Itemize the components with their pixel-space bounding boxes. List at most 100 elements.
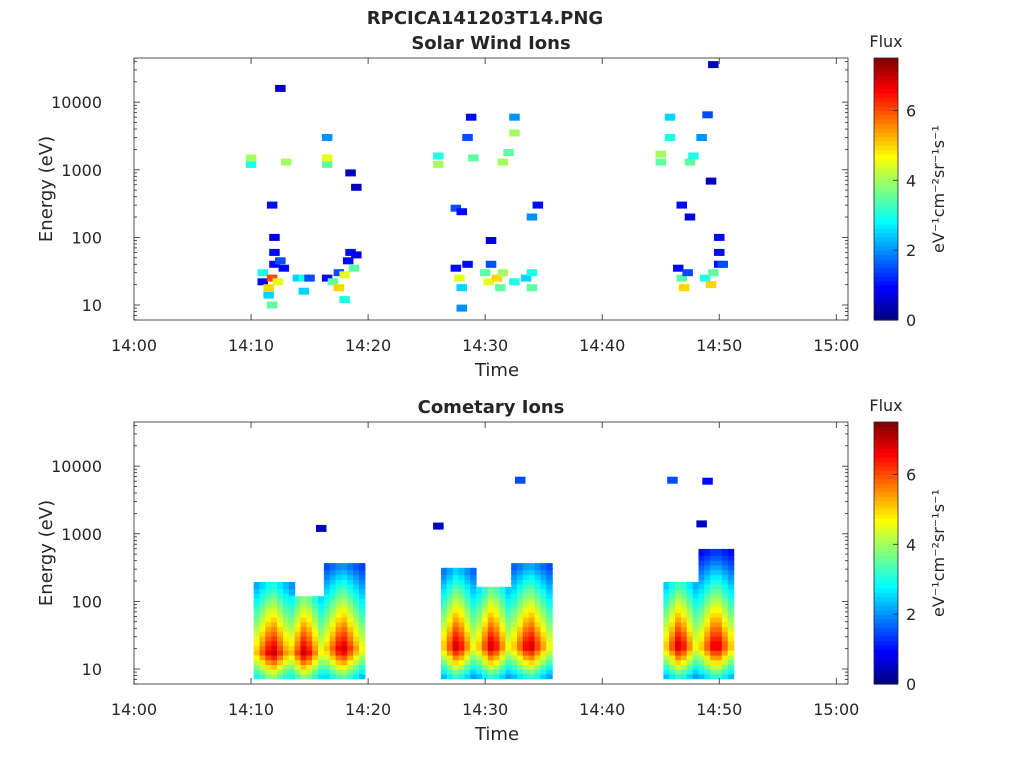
data-cell — [680, 605, 688, 613]
data-cell — [446, 601, 454, 609]
data-cell — [327, 278, 339, 286]
data-cell — [452, 586, 460, 594]
ion-burst — [288, 596, 325, 680]
data-cell — [663, 582, 670, 590]
data-cell — [441, 601, 448, 609]
data-cell — [353, 657, 360, 665]
colorbar-segment — [874, 245, 898, 251]
data-cell — [441, 591, 448, 599]
data-cell — [526, 284, 538, 292]
data-cell — [680, 662, 688, 670]
data-cell — [452, 605, 460, 613]
data-cell — [493, 591, 501, 599]
data-cell — [353, 601, 360, 609]
data-cell — [318, 643, 325, 651]
data-cell — [271, 672, 278, 680]
data-cell — [347, 657, 354, 665]
data-cell — [704, 601, 711, 609]
data-cell — [499, 615, 506, 623]
x-tick-label: 15:00 — [813, 336, 859, 355]
data-cell — [675, 610, 682, 618]
data-cell — [721, 558, 729, 566]
data-cell — [271, 601, 278, 609]
data-cell — [522, 667, 530, 675]
data-cell — [339, 271, 350, 279]
data-cell — [271, 586, 278, 594]
data-cell — [347, 643, 354, 651]
data-cell — [696, 520, 707, 528]
data-cell — [271, 591, 278, 599]
data-cell — [505, 634, 512, 642]
data-cell — [721, 605, 729, 613]
data-cell — [347, 615, 354, 623]
data-cell — [716, 638, 723, 646]
data-cell — [702, 111, 713, 119]
y-tick-label: 10 — [82, 296, 102, 315]
colorbar-segment — [874, 443, 898, 449]
data-cell — [698, 662, 705, 670]
data-cell — [259, 596, 266, 604]
data-cell — [458, 662, 465, 670]
data-cell — [470, 582, 477, 590]
data-cell — [505, 591, 512, 599]
data-cell — [675, 624, 682, 632]
colorbar-segment — [874, 491, 898, 497]
colorbar-units: eV⁻¹cm⁻²sr⁻¹s⁻¹ — [929, 125, 948, 253]
data-cell — [522, 582, 530, 590]
data-cell — [341, 657, 348, 665]
data-cell — [534, 672, 541, 680]
data-cell — [265, 643, 272, 651]
data-cell — [686, 657, 694, 665]
colorbar-segment — [874, 618, 898, 624]
data-cell — [511, 563, 518, 571]
data-cell — [335, 582, 342, 590]
data-cell — [704, 634, 711, 642]
data-cell — [493, 601, 501, 609]
data-cell — [312, 672, 319, 680]
data-cell — [710, 653, 717, 661]
data-cell — [446, 624, 454, 632]
data-cell — [329, 572, 337, 580]
data-cell — [675, 657, 682, 665]
data-cell — [517, 662, 524, 670]
data-cell — [335, 653, 342, 661]
data-cell — [306, 610, 313, 618]
data-cell — [476, 672, 483, 680]
data-cell — [716, 548, 723, 557]
data-cell — [312, 648, 319, 656]
data-cell — [721, 567, 729, 575]
data-cell — [329, 662, 337, 670]
data-cell — [335, 643, 342, 651]
data-cell — [517, 648, 524, 656]
data-cell — [253, 586, 261, 594]
data-cell — [470, 653, 477, 661]
data-cell — [464, 624, 471, 632]
data-cell — [341, 619, 348, 628]
data-cell — [534, 662, 541, 670]
data-cell — [253, 667, 261, 675]
data-cell — [669, 624, 676, 632]
data-cell — [458, 657, 465, 665]
data-cell — [347, 648, 354, 656]
data-cell — [277, 582, 284, 590]
data-cell — [476, 586, 483, 594]
data-cell — [347, 619, 354, 628]
colorbar-segment — [874, 430, 898, 436]
data-cell — [452, 577, 460, 585]
data-cell — [347, 662, 354, 670]
data-cell — [479, 269, 491, 277]
data-cell — [669, 643, 676, 651]
axes-frame — [133, 421, 849, 685]
data-cell — [721, 662, 729, 670]
colorbar-segment — [874, 84, 898, 90]
data-cell — [499, 662, 506, 670]
data-cell — [468, 154, 479, 162]
data-cell — [458, 582, 465, 590]
x-tick-label: 15:00 — [813, 700, 859, 719]
data-cell — [710, 601, 717, 609]
data-cell — [446, 662, 454, 670]
data-cell — [528, 605, 536, 613]
data-cell — [692, 601, 699, 609]
data-cell — [312, 629, 319, 637]
data-cell — [464, 572, 471, 580]
